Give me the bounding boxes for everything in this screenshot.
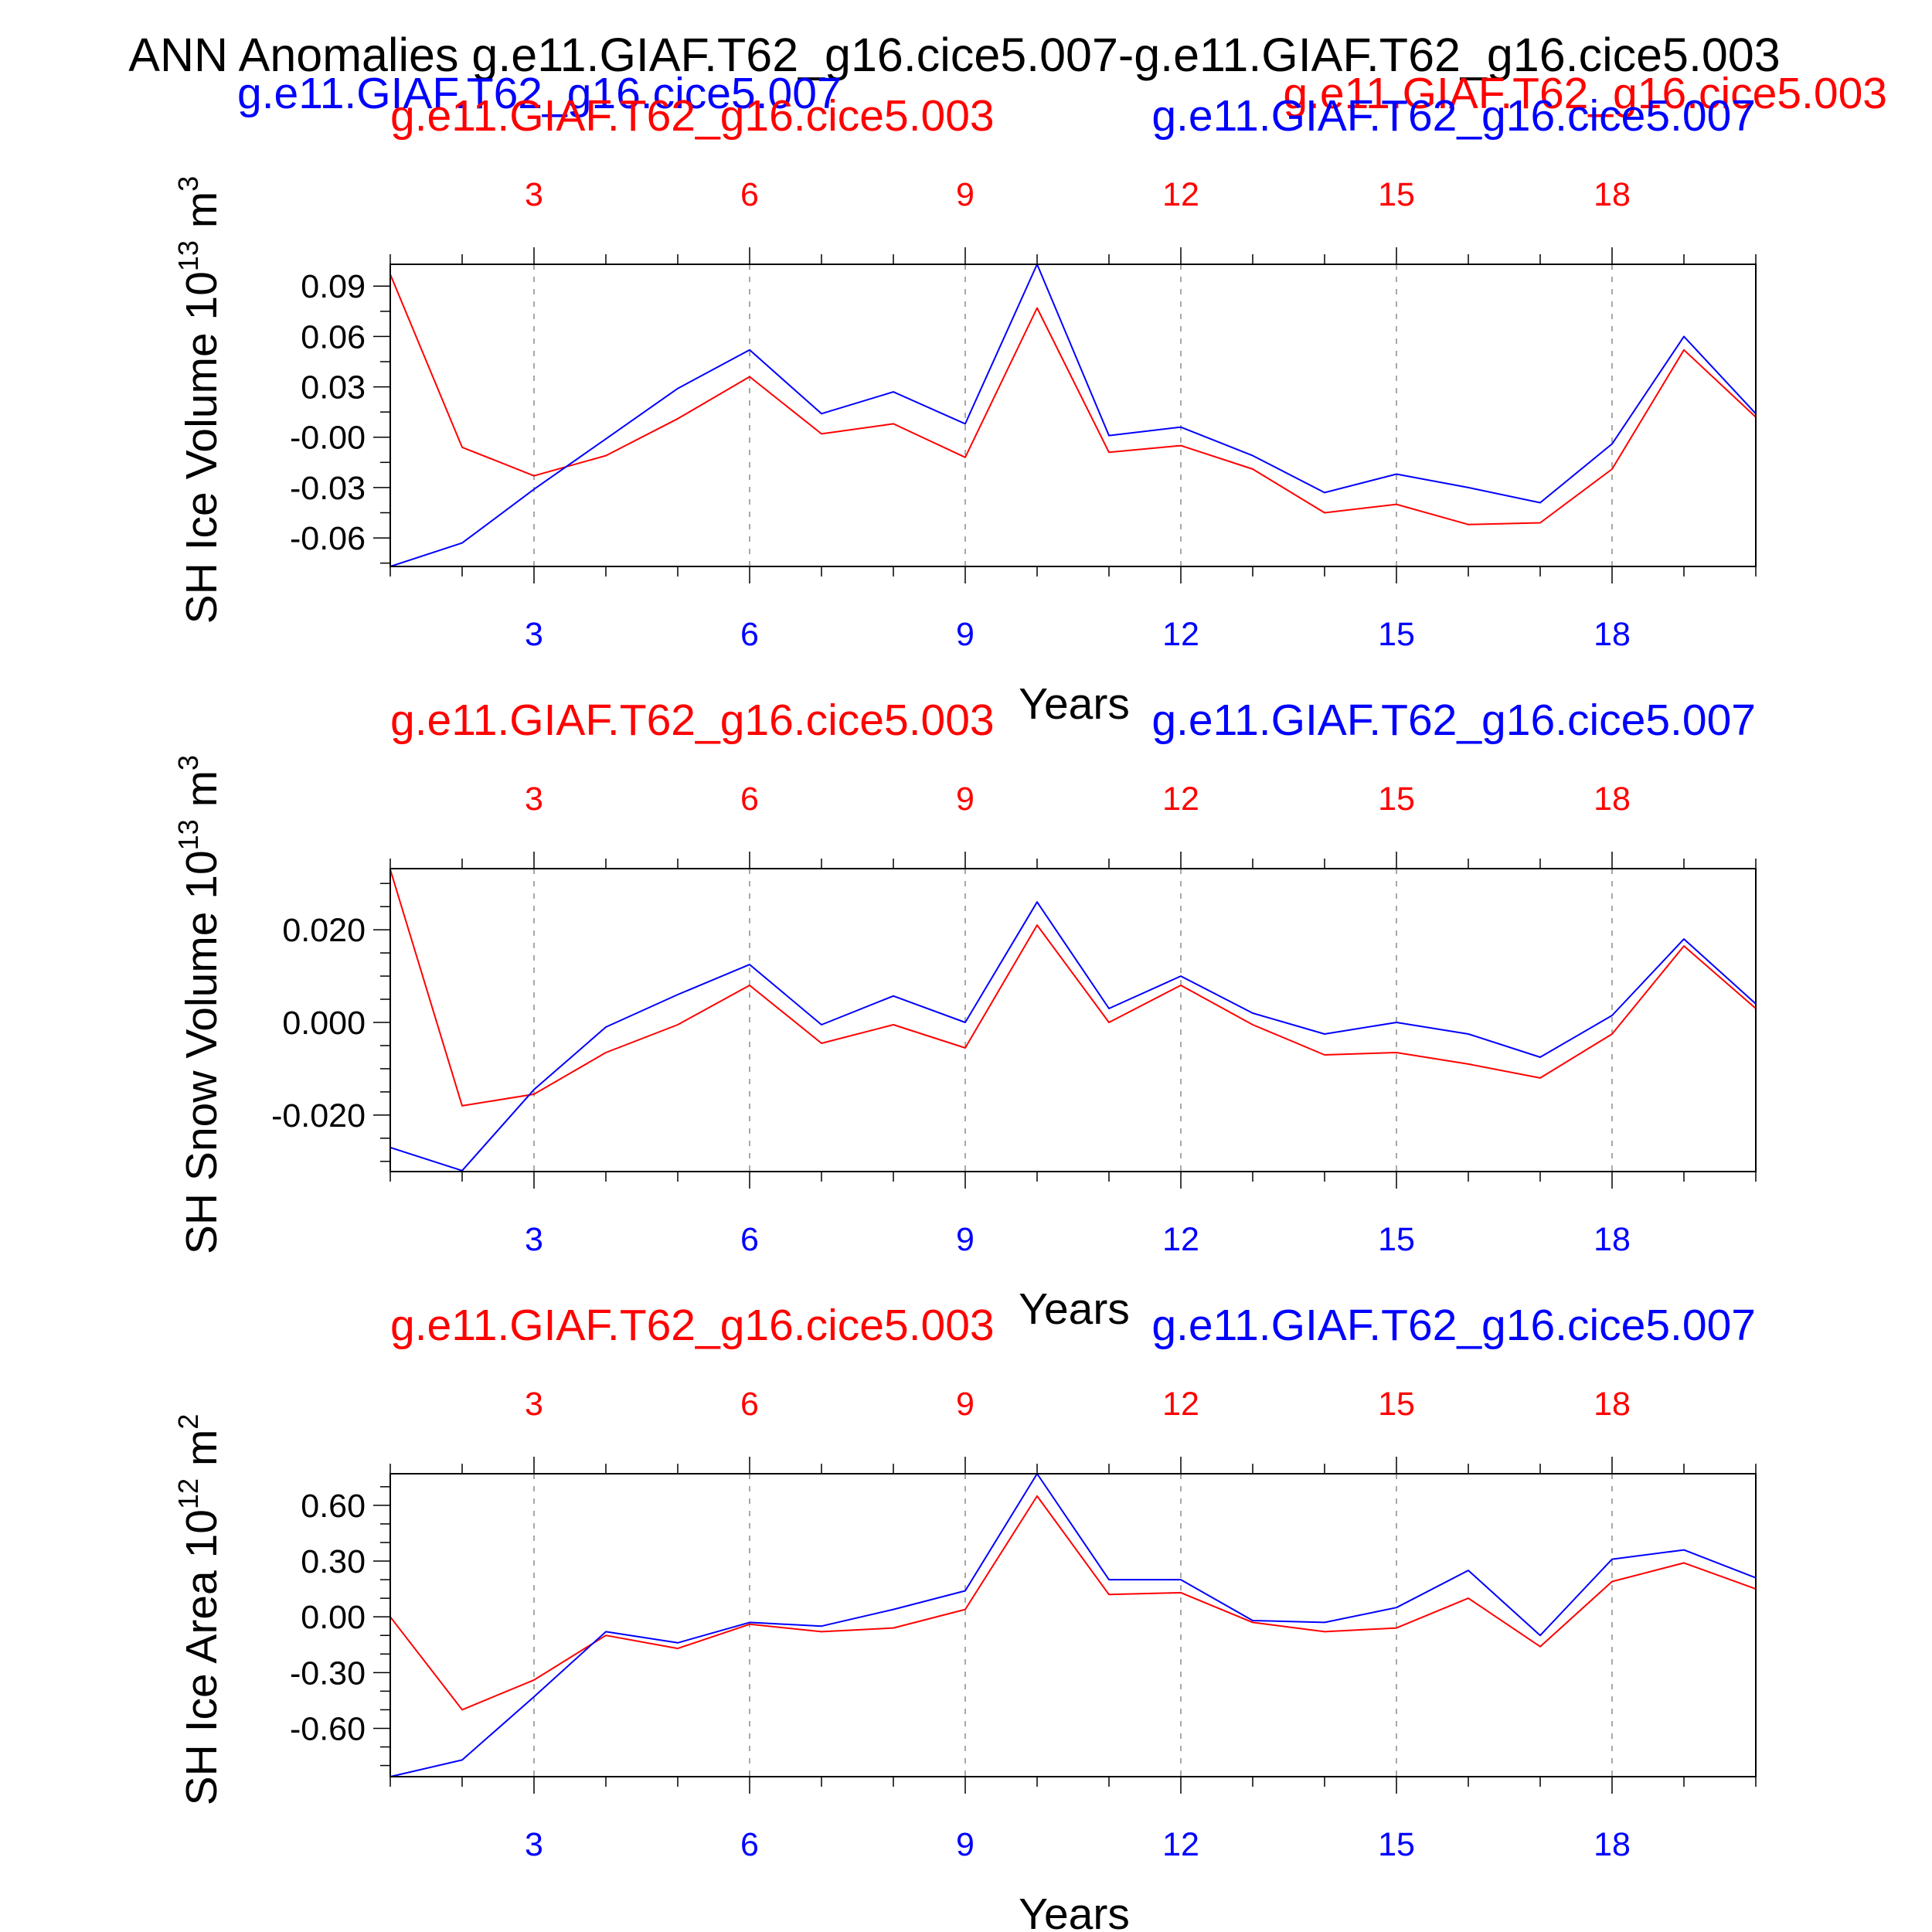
plot-frame xyxy=(389,868,1757,1172)
y-axis-label: SH Ice Area 1012 m2 xyxy=(172,1414,226,1806)
x-tick-label-top: 15 xyxy=(1378,176,1415,213)
panel-3: g.e11.GIAF.T62_g16.cice5.003 g.e11.GIAF.T… xyxy=(172,1301,1757,1932)
legend-run-003: g.e11.GIAF.T62_g16.cice5.003 xyxy=(390,1301,995,1350)
legend-run-003: g.e11.GIAF.T62_g16.cice5.003 xyxy=(390,696,995,745)
y-tick-label: 0.09 xyxy=(301,268,366,305)
x-tick-label-bottom: 6 xyxy=(740,1826,759,1863)
series-line-run-003 xyxy=(389,869,1757,1107)
y-axis-label-text: SH Ice Volume 10 xyxy=(177,271,226,624)
y-tick-label: 0.60 xyxy=(301,1488,366,1525)
y-axis-label-text: m xyxy=(177,770,226,819)
legend-run-007: g.e11.GIAF.T62_g16.cice5.007 xyxy=(1151,91,1756,141)
panels: g.e11.GIAF.T62_g16.cice5.003 g.e11.GIAF.T… xyxy=(172,91,1757,1932)
x-tick-label-bottom: 3 xyxy=(525,1221,543,1258)
y-axis-label-text: m xyxy=(177,1430,226,1478)
y-tick-label: -0.30 xyxy=(290,1655,366,1692)
series-line-run-007 xyxy=(389,264,1757,567)
x-tick-label-bottom: 6 xyxy=(740,1221,759,1258)
y-tick-label: 0.03 xyxy=(301,369,366,406)
y-tick-label: 0.020 xyxy=(282,912,366,949)
y-axis-label-exponent: 12 xyxy=(172,1478,204,1509)
y-tick-label: -0.00 xyxy=(290,420,366,457)
y-axis-label-exponent: 13 xyxy=(172,240,204,271)
panel-2: g.e11.GIAF.T62_g16.cice5.003 g.e11.GIAF.T… xyxy=(172,696,1757,1334)
x-tick-label-bottom: 18 xyxy=(1594,616,1631,653)
x-axis-label: Years xyxy=(1019,1889,1130,1932)
x-tick-label-bottom: 18 xyxy=(1594,1826,1631,1863)
y-axis-label-exponent: 3 xyxy=(172,176,204,192)
x-tick-label-top: 12 xyxy=(1162,1386,1199,1423)
x-tick-label-bottom: 12 xyxy=(1162,1221,1199,1258)
x-axis-label: Years xyxy=(1019,679,1130,729)
x-axis-label: Years xyxy=(1019,1284,1130,1334)
x-tick-label-top: 12 xyxy=(1162,781,1199,818)
x-tick-label-bottom: 15 xyxy=(1378,616,1415,653)
x-tick-label-bottom: 12 xyxy=(1162,616,1199,653)
y-axis-label-exponent: 13 xyxy=(172,819,204,850)
y-tick-label: -0.020 xyxy=(271,1097,366,1134)
x-tick-label-top: 6 xyxy=(740,176,759,213)
y-tick-label: 0.00 xyxy=(301,1599,366,1636)
x-tick-label-bottom: 18 xyxy=(1594,1221,1631,1258)
x-tick-label-top: 18 xyxy=(1594,176,1631,213)
x-tick-label-top: 15 xyxy=(1378,781,1415,818)
series-line-run-007 xyxy=(389,901,1757,1172)
x-tick-label-bottom: 3 xyxy=(525,1826,543,1863)
x-tick-label-top: 18 xyxy=(1594,781,1631,818)
y-tick-label: 0.000 xyxy=(282,1005,366,1042)
x-tick-label-bottom: 9 xyxy=(956,1826,975,1863)
x-tick-label-top: 3 xyxy=(525,176,543,213)
x-tick-label-top: 6 xyxy=(740,781,759,818)
x-tick-label-top: 6 xyxy=(740,1386,759,1423)
x-tick-label-top: 9 xyxy=(956,1386,975,1423)
y-axis-label-exponent: 3 xyxy=(172,755,204,770)
x-tick-label-bottom: 6 xyxy=(740,616,759,653)
y-tick-label: -0.60 xyxy=(290,1710,366,1747)
x-tick-label-bottom: 9 xyxy=(956,1221,975,1258)
x-tick-label-top: 12 xyxy=(1162,176,1199,213)
series-line-run-007 xyxy=(389,1473,1757,1777)
y-tick-label: -0.06 xyxy=(290,520,366,557)
plot-frame xyxy=(389,264,1757,567)
panel-1: g.e11.GIAF.T62_g16.cice5.003 g.e11.GIAF.T… xyxy=(172,91,1757,729)
x-tick-label-bottom: 15 xyxy=(1378,1826,1415,1863)
top-legend-run-007: g.e11.GIAF.T62_g16.cice5.007 xyxy=(237,69,842,118)
y-axis-label-text: m xyxy=(177,192,226,240)
y-axis-label: SH Ice Volume 1013 m3 xyxy=(172,176,226,624)
x-tick-label-top: 3 xyxy=(525,1386,543,1423)
x-tick-label-top: 18 xyxy=(1594,1386,1631,1423)
y-tick-label: 0.30 xyxy=(301,1543,366,1580)
y-axis-label-text: SH Snow Volume 10 xyxy=(177,850,226,1254)
legend-run-003: g.e11.GIAF.T62_g16.cice5.003 xyxy=(390,91,995,141)
legend-run-007: g.e11.GIAF.T62_g16.cice5.007 xyxy=(1151,1301,1756,1350)
y-axis-label-text: SH Ice Area 10 xyxy=(177,1509,226,1805)
y-axis-label: SH Snow Volume 1013 m3 xyxy=(172,755,226,1254)
series-line-run-003 xyxy=(389,274,1757,526)
plot-frame xyxy=(389,1473,1757,1777)
series-line-run-003 xyxy=(389,1495,1757,1711)
x-tick-label-bottom: 3 xyxy=(525,616,543,653)
y-axis-label-exponent: 2 xyxy=(172,1414,204,1430)
x-tick-label-top: 3 xyxy=(525,781,543,818)
x-tick-label-top: 15 xyxy=(1378,1386,1415,1423)
top-legend-run-003: g.e11.GIAF.T62_g16.cice5.003 xyxy=(1283,69,1887,118)
y-tick-label: -0.03 xyxy=(290,470,366,507)
x-tick-label-bottom: 9 xyxy=(956,616,975,653)
x-tick-label-bottom: 12 xyxy=(1162,1826,1199,1863)
figure-title: ANN Anomalies g.e11.GIAF.T62_g16.cice5.0… xyxy=(128,29,1780,81)
x-tick-label-top: 9 xyxy=(956,176,975,213)
x-tick-label-bottom: 15 xyxy=(1378,1221,1415,1258)
y-tick-label: 0.06 xyxy=(301,318,366,355)
legend-run-007: g.e11.GIAF.T62_g16.cice5.007 xyxy=(1151,696,1756,745)
x-tick-label-top: 9 xyxy=(956,781,975,818)
